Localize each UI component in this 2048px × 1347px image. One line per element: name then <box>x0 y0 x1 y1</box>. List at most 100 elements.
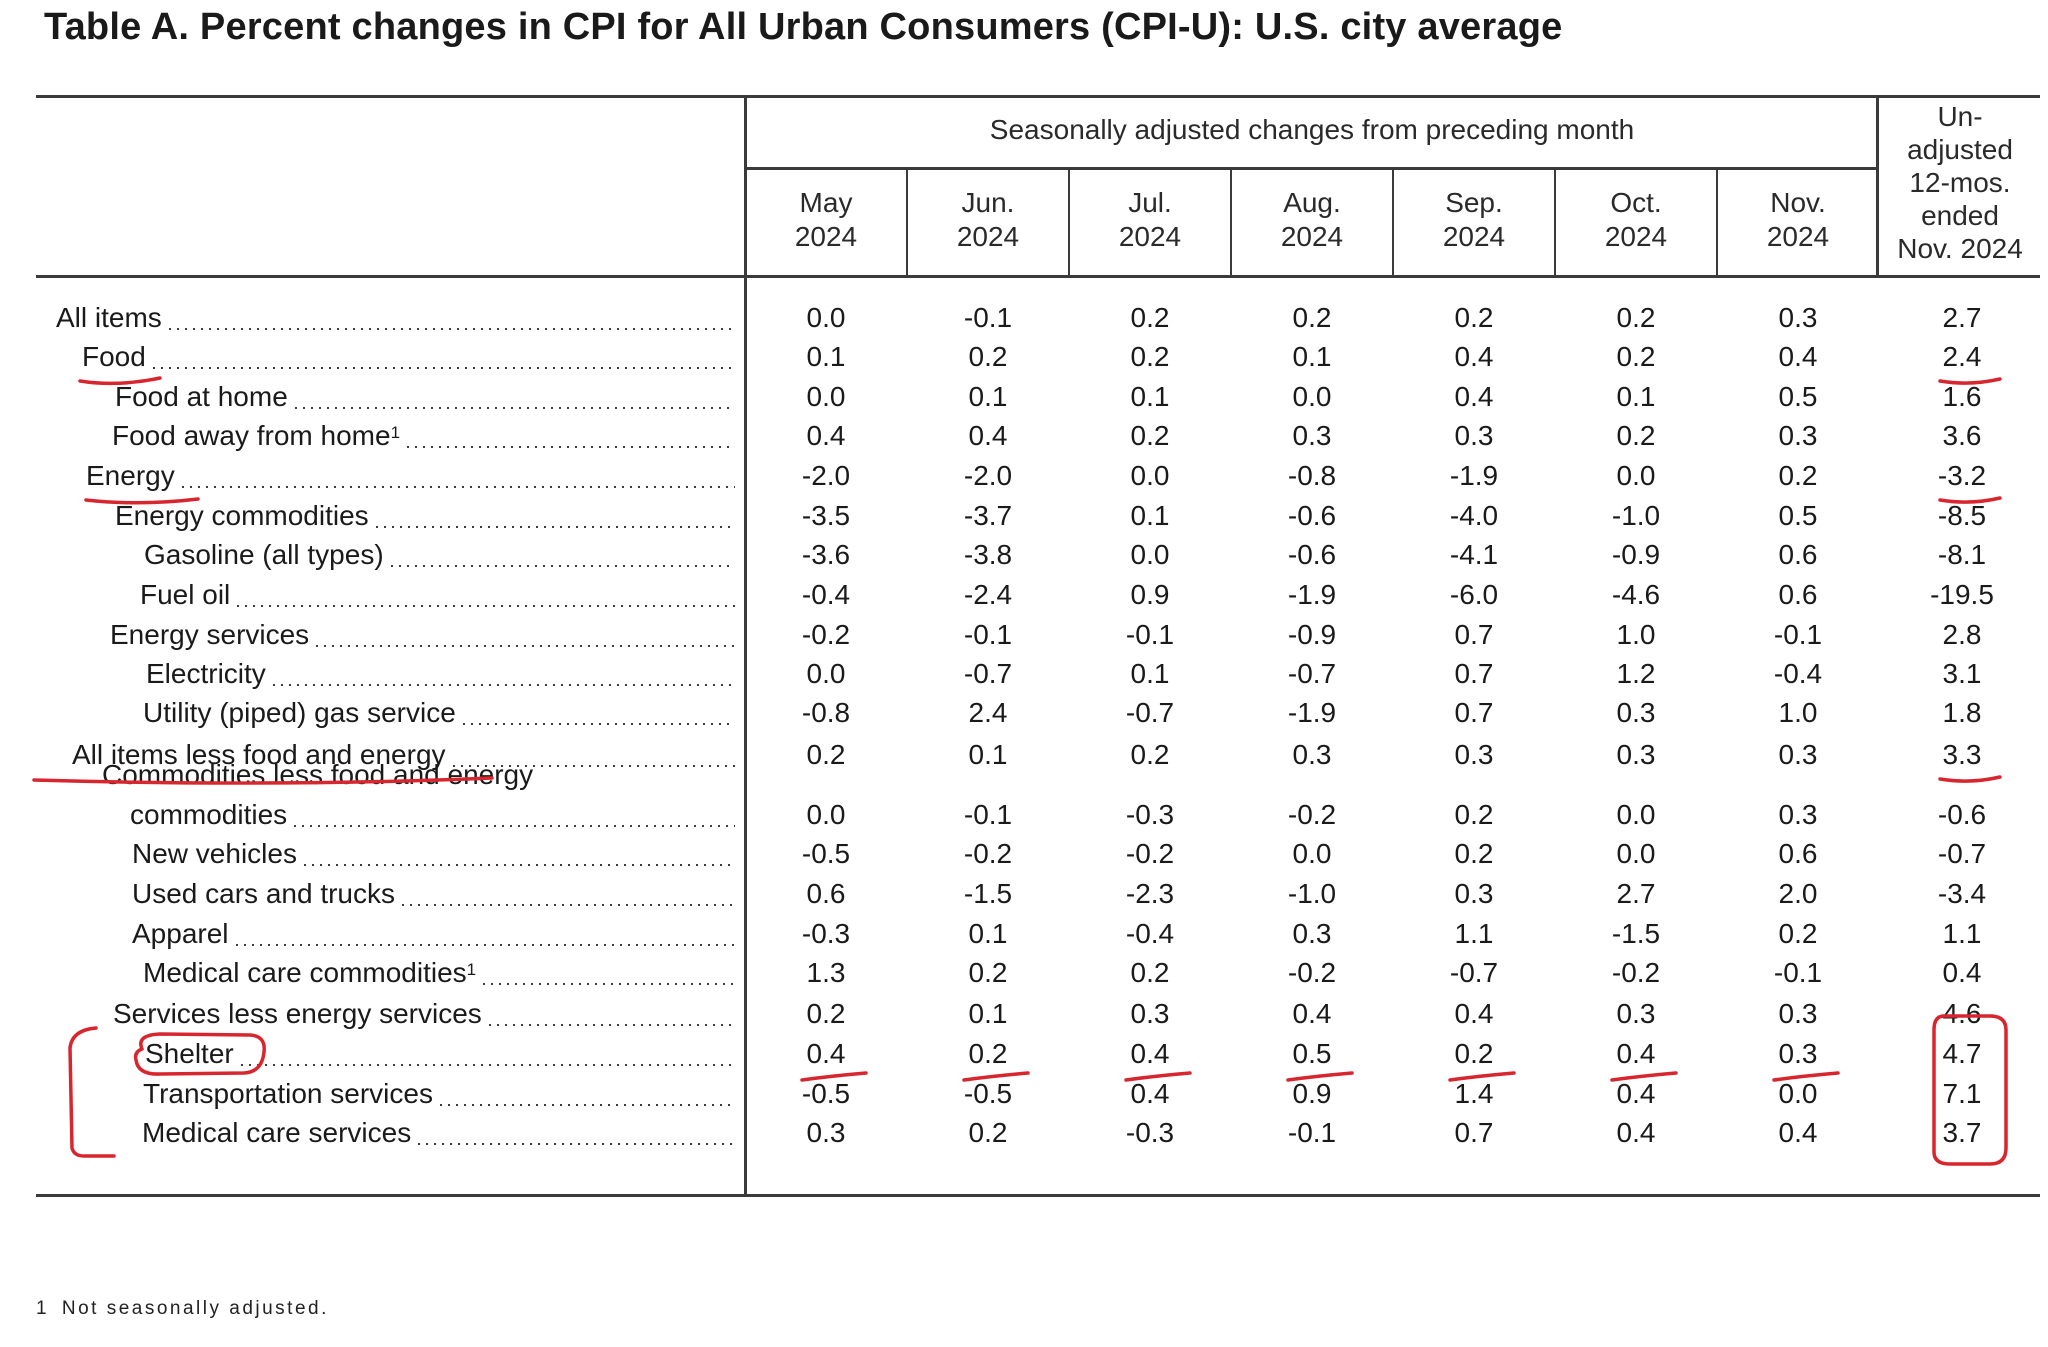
twelve-month-change-cell: 4.6 <box>1942 998 1982 1029</box>
dot-leader <box>399 904 735 906</box>
monthly-change-cell: 1.4 <box>1454 1078 1494 1109</box>
monthly-change-cell: -0.2 <box>1287 799 1337 830</box>
monthly-change-cell: 0.2 <box>1454 838 1494 869</box>
monthly-change-cell: -0.1 <box>963 302 1013 333</box>
row-label: Energy services <box>110 617 309 653</box>
monthly-change-cell: 0.2 <box>1616 302 1656 333</box>
monthly-change-cell: 0.6 <box>1778 579 1818 610</box>
row-label-text: Shelter <box>145 1038 234 1069</box>
shelter-value-underline <box>1286 1071 1354 1082</box>
monthly-change-cell: -1.9 <box>1287 697 1337 728</box>
monthly-change-cell: 0.3 <box>1616 998 1656 1029</box>
unadjusted-header-line: adjusted <box>1907 134 2013 165</box>
month-column-divider <box>1068 168 1070 278</box>
twelve-month-change-cell: 2.4 <box>1942 341 1982 372</box>
footnote: 1 Not seasonally adjusted. <box>36 1298 329 1320</box>
monthly-change-cell: -0.2 <box>1125 838 1175 869</box>
dot-leader <box>480 983 735 985</box>
month-column-divider <box>1716 168 1718 278</box>
monthly-change-cell: 0.4 <box>1130 1078 1170 1109</box>
monthly-change-cell: 0.1 <box>968 381 1008 412</box>
unadjusted-header-line: Nov. 2024 <box>1897 233 2023 264</box>
row-label: Apparel <box>132 916 229 952</box>
monthly-change-cell: -0.1 <box>1773 957 1823 988</box>
row-label-text: Fuel oil <box>140 579 231 610</box>
table-row: Energy -2.0 -2.0 0.0 -0.8 -1.9 0.0 0.2 -3.2 <box>0 458 2048 494</box>
row-label: New vehicles <box>132 836 297 872</box>
twelve-month-change-cell: 4.7 <box>1942 1038 1982 1069</box>
monthly-change-cell: -0.2 <box>801 619 851 650</box>
row-label-text: Services less energy services <box>113 998 482 1029</box>
monthly-change-cell: -0.5 <box>963 1078 1013 1109</box>
table-title: Table A. Percent changes in CPI for All … <box>44 6 1563 48</box>
monthly-change-cell: 0.0 <box>1130 460 1170 491</box>
monthly-change-cell: 0.2 <box>1454 799 1494 830</box>
row-label-text: Transportation services <box>143 1078 433 1109</box>
row-label: Medical care services <box>142 1115 411 1151</box>
row-label: Services less energy services <box>113 996 482 1032</box>
monthly-change-cell: 0.2 <box>1616 341 1656 372</box>
shelter-value-underline <box>962 1071 1030 1082</box>
monthly-change-cell: -4.1 <box>1449 539 1499 570</box>
monthly-change-cell: 0.2 <box>968 1117 1008 1148</box>
table-row: Transportation services -0.5 -0.5 0.4 0.9 1.4… <box>0 1076 2048 1112</box>
monthly-change-cell: 0.3 <box>1454 739 1494 770</box>
table-row: Used cars and trucks 0.6 -1.5 -2.3 -1.0 0.3 2.… <box>0 876 2048 912</box>
monthly-change-cell: -0.5 <box>801 838 851 869</box>
monthly-change-cell: 0.2 <box>968 957 1008 988</box>
row-label-text: Food away from home <box>112 420 391 451</box>
table-row: Commodities less food and energy commodit… <box>0 759 2048 833</box>
monthly-change-cell: 0.0 <box>1292 381 1332 412</box>
monthly-change-cell: -3.6 <box>801 539 851 570</box>
month-year: 2024 <box>1442 221 1506 252</box>
row-label: Utility (piped) gas service <box>143 695 456 731</box>
energy-underline <box>84 497 200 505</box>
monthly-change-cell: 0.1 <box>968 998 1008 1029</box>
monthly-change-cell: 1.2 <box>1616 658 1656 689</box>
row-label: Gasoline (all types) <box>144 537 384 573</box>
monthly-change-cell: -0.9 <box>1611 539 1661 570</box>
table-row: All items less food and energy 0.2 0.1 0.2 0… <box>0 737 2048 773</box>
month-year: 2024 <box>1604 221 1668 252</box>
row-label: Commodities less food and energy <box>102 757 533 793</box>
monthly-change-cell: -0.1 <box>1125 619 1175 650</box>
header-bottom-rule <box>36 275 2040 278</box>
monthly-change-cell: -0.3 <box>801 918 851 949</box>
month-column-header: Nov. 2024 <box>1718 186 1878 254</box>
monthly-change-cell: 0.2 <box>1292 302 1332 333</box>
monthly-change-cell: -0.2 <box>963 838 1013 869</box>
monthly-change-cell: 0.3 <box>1778 302 1818 333</box>
monthly-change-cell: 0.2 <box>806 739 846 770</box>
monthly-change-cell: -3.7 <box>963 500 1013 531</box>
monthly-change-cell: 0.0 <box>806 799 846 830</box>
row-label-continuation: commodities <box>130 799 288 830</box>
row-label: Shelter <box>145 1036 234 1072</box>
dot-leader <box>373 526 735 528</box>
month-name: Nov. <box>1770 187 1826 218</box>
monthly-change-cell: 0.4 <box>1778 1117 1818 1148</box>
band-header-rule <box>746 167 1877 170</box>
row-label: Food away from home1 <box>112 418 400 454</box>
month-column-header: Jul. 2024 <box>1070 186 1230 254</box>
month-year: 2024 <box>794 221 858 252</box>
monthly-change-cell: 0.6 <box>806 878 846 909</box>
twelve-month-change-cell: 3.1 <box>1942 658 1982 689</box>
seasonally-adjusted-header: Seasonally adjusted changes from precedi… <box>989 114 1635 145</box>
twelve-month-change-cell: -0.6 <box>1937 799 1987 830</box>
dot-leader <box>270 684 735 686</box>
dot-leader <box>233 944 735 946</box>
shelter-value-underline <box>1448 1071 1516 1082</box>
twelve-month-change-cell: 7.1 <box>1942 1078 1982 1109</box>
monthly-change-cell: 0.0 <box>806 381 846 412</box>
monthly-change-cell: -0.6 <box>1287 539 1337 570</box>
row-label-text: Energy services <box>110 619 310 650</box>
twelve-month-change-cell: 3.3 <box>1942 739 1982 770</box>
monthly-change-cell: 0.4 <box>1616 1078 1656 1109</box>
services-twelve-month-box <box>1932 1014 2008 1166</box>
table-row: Apparel -0.3 0.1 -0.4 0.3 1.1 -1.5 0.2 1.1 <box>0 916 2048 952</box>
row-label: Food at home <box>115 379 288 415</box>
table-row: Gasoline (all types) -3.6 -3.8 0.0 -0.6 -4.1 -… <box>0 537 2048 573</box>
monthly-change-cell: -2.3 <box>1125 878 1175 909</box>
monthly-change-cell: 1.0 <box>1616 619 1656 650</box>
